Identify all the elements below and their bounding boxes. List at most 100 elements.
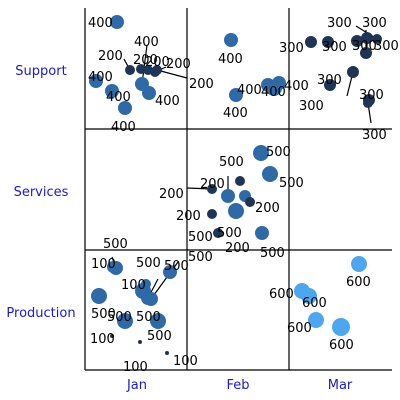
data-label: 500: [164, 259, 189, 274]
data-point: [110, 334, 114, 338]
data-point: [117, 313, 133, 329]
y-tick-label-services: Services: [14, 185, 69, 200]
data-point: [150, 313, 166, 329]
x-axis: Jan Feb Mar: [126, 378, 353, 393]
data-label: 500: [136, 310, 161, 325]
data-label: 500: [260, 246, 285, 261]
data-point: [255, 226, 269, 240]
data-point: [245, 197, 255, 207]
data-label: 500: [266, 145, 291, 160]
data-label: 600: [346, 275, 371, 290]
data-point: [262, 166, 278, 182]
data-label: 500: [219, 155, 244, 170]
data-label: 500: [107, 310, 132, 325]
data-label: 300: [299, 99, 324, 114]
data-label: 500: [136, 256, 161, 271]
data-point: [272, 76, 286, 90]
data-point: [163, 265, 177, 279]
data-label: 300: [279, 41, 304, 56]
data-point: [118, 101, 132, 115]
data-point: [213, 228, 223, 238]
data-label: 600: [329, 338, 354, 353]
data-point: [207, 184, 217, 194]
data-label: 100: [173, 354, 198, 369]
data-label: 400: [261, 85, 286, 100]
data-label: 600: [302, 296, 327, 311]
data-point: [332, 318, 350, 336]
data-point: [152, 65, 162, 75]
data-label: 400: [155, 94, 180, 109]
x-tick-label-jan: Jan: [126, 378, 147, 393]
data-point: [347, 66, 359, 78]
data-label: 400: [134, 35, 159, 50]
data-point: [224, 33, 238, 47]
data-point: [141, 279, 151, 289]
data-point: [324, 79, 336, 91]
data-label: 200: [255, 201, 280, 216]
data-point: [89, 74, 103, 88]
data-label: 400: [218, 52, 243, 67]
y-tick-label-support: Support: [15, 64, 66, 79]
data-point: [322, 36, 334, 48]
data-label: 300: [362, 16, 387, 31]
data-label: 400: [223, 106, 248, 121]
data-point: [351, 256, 367, 272]
y-tick-label-production: Production: [6, 306, 75, 321]
x-tick-label-mar: Mar: [328, 378, 353, 393]
data-label: 500: [188, 230, 213, 245]
data-label: 100: [123, 360, 148, 375]
data-point: [229, 88, 243, 102]
data-point: [207, 209, 217, 219]
data-label: 600: [269, 287, 294, 302]
data-point: [301, 288, 317, 304]
label-leader-line: [156, 69, 188, 79]
data-points: [89, 15, 382, 355]
data-point: [142, 86, 156, 100]
data-label: 300: [322, 40, 347, 55]
y-axis: Support Services Production: [6, 64, 75, 321]
data-point: [253, 145, 269, 161]
data-label: 400: [237, 83, 262, 98]
data-label: 500: [188, 250, 213, 265]
data-point: [125, 65, 135, 75]
data-label: 300: [359, 88, 384, 103]
data-point: [165, 351, 169, 355]
data-label: 400: [88, 16, 113, 31]
data-label: 500: [217, 226, 242, 241]
data-label: 400: [111, 120, 136, 135]
data-label: 200: [133, 53, 158, 68]
data-point: [144, 292, 158, 306]
data-point: [361, 32, 373, 44]
data-label: 400: [106, 90, 131, 105]
data-point: [372, 34, 382, 44]
data-label: 200: [145, 55, 170, 70]
data-label: 200: [225, 241, 250, 256]
x-tick-label-feb: Feb: [226, 378, 249, 393]
data-point: [308, 312, 324, 328]
data-label: 400: [284, 79, 309, 94]
data-point: [351, 35, 363, 47]
grid-lines: [84, 8, 392, 371]
data-label: 400: [88, 70, 113, 85]
data-label: 600: [287, 321, 312, 336]
data-label: 100: [91, 257, 116, 272]
data-label: 200: [200, 177, 225, 192]
data-label: 100: [121, 278, 146, 293]
data-label: 100: [90, 332, 115, 347]
data-point: [360, 47, 372, 59]
data-label: 500: [279, 176, 304, 191]
data-label: 300: [317, 73, 342, 88]
data-label: 300: [362, 128, 387, 143]
data-label: 200: [176, 209, 201, 224]
data-point: [91, 288, 107, 304]
data-point: [363, 98, 373, 108]
data-label: 200: [98, 49, 123, 64]
data-point: [105, 84, 119, 98]
data-label: 500: [91, 307, 116, 322]
data-point: [110, 15, 124, 29]
data-label: 300: [352, 39, 377, 54]
data-point: [138, 340, 142, 344]
data-label: 300: [374, 39, 399, 54]
